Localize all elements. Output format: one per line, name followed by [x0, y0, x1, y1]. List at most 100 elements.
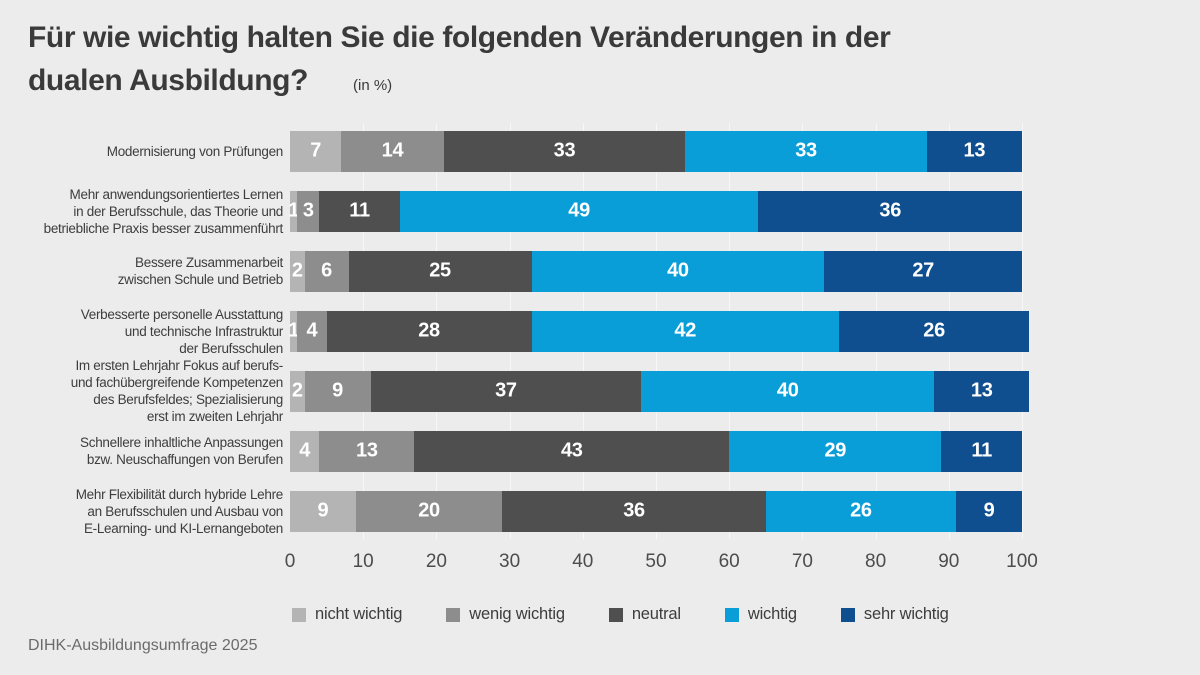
category-label: Schnellere inhaltliche Anpassungen bzw. … [80, 435, 283, 467]
legend-swatch-icon [608, 607, 623, 622]
bar-segment-nicht-wichtig: 2 [290, 250, 305, 292]
x-tick-label: 90 [938, 551, 960, 572]
bar-value: 49 [568, 199, 590, 222]
bar-value: 40 [667, 259, 689, 282]
bar-segment-wenig-wichtig: 9 [304, 370, 371, 412]
bar-segment-wenig-wichtig: 6 [304, 250, 349, 292]
bar-value: 29 [824, 439, 847, 462]
chart-row: Modernisierung von Prüfungen 7 14 33 33 13 [28, 121, 1029, 181]
legend-label: nicht wichtig [315, 605, 403, 623]
bar-value: 1 [288, 319, 300, 342]
bar-segment-nicht-wichtig: 9 [290, 490, 356, 532]
legend-item-sehr-wichtig: sehr wichtig [840, 605, 949, 624]
chart-row: Im ersten Lehrjahr Fokus auf berufs- und… [28, 358, 1030, 424]
legend-item-nicht-wichtig: nicht wichtig [292, 605, 402, 624]
bar-segment-wenig-wichtig: 20 [355, 490, 503, 532]
bar-value: 9 [317, 499, 329, 522]
bar-value: 13 [963, 139, 986, 162]
legend-label: wichtig [747, 605, 797, 623]
bar-value: 2 [291, 259, 303, 282]
bar-segment-wichtig: 29 [729, 430, 942, 472]
chart-row: Verbesserte personelle Ausstattung und t… [28, 301, 1030, 361]
bar-value: 7 [310, 139, 322, 162]
bar-segment-nicht-wichtig: 4 [290, 430, 320, 472]
bar-segment-nicht-wichtig: 1 [288, 190, 300, 232]
legend-swatch-icon [292, 607, 306, 622]
bar-segment-nicht-wichtig: 2 [290, 370, 305, 412]
legend-swatch-icon [724, 607, 739, 622]
bar-value: 36 [879, 199, 902, 222]
bar-segment-neutral: 36 [502, 490, 766, 532]
bar-segment-wichtig: 42 [531, 310, 839, 352]
bar-value: 28 [418, 319, 440, 342]
bar-value: 25 [429, 259, 451, 282]
bar-value: 36 [623, 499, 645, 522]
legend-item-wichtig: wichtig [724, 605, 797, 624]
x-axis: 0 10 20 30 40 50 60 70 80 90 100 [285, 551, 1038, 577]
legend-item-neutral: neutral [608, 605, 681, 624]
chart-row: Mehr Flexibilität durch hybride Lehre an… [28, 481, 1029, 541]
bar-segment-neutral: 33 [443, 130, 686, 172]
bar-segment-wenig-wichtig: 14 [341, 130, 444, 172]
bar-segment-neutral: 43 [414, 430, 730, 472]
stacked-bar: 4 13 43 29 11 [290, 430, 1022, 472]
legend: nicht wichtig wenig wichtig neutral wich… [292, 605, 949, 624]
bar-value: 13 [356, 439, 378, 462]
bar-segment-neutral: 25 [348, 250, 532, 292]
bar-segment-sehr-wichtig: 26 [838, 310, 1030, 352]
bar-segment-wichtig: 33 [685, 130, 927, 172]
bar-value: 33 [795, 139, 817, 162]
bar-value: 42 [674, 319, 697, 342]
bar-value: 37 [495, 379, 517, 402]
x-tick-label: 60 [718, 551, 740, 572]
chart-row: Mehr anwendungsorientiertes Lernen in de… [28, 181, 1029, 241]
x-tick-label: 40 [572, 551, 594, 572]
bar-segment-sehr-wichtig: 11 [941, 430, 1022, 472]
category-label: Mehr Flexibilität durch hybride Lehre an… [75, 486, 284, 536]
category-label: Im ersten Lehrjahr Fokus auf berufs- und… [70, 358, 284, 424]
stacked-bar: 7 14 33 33 13 [290, 130, 1022, 172]
bar-value: 2 [291, 379, 303, 402]
bar-segment-sehr-wichtig: 13 [934, 370, 1030, 412]
legend-item-wenig-wichtig: wenig wichtig [446, 605, 565, 624]
x-tick-label: 50 [645, 551, 667, 572]
x-tick-label: 10 [352, 551, 374, 572]
bar-value: 26 [923, 319, 945, 342]
chart-title-line1: Für wie wichtig halten Sie die folgenden… [28, 21, 891, 54]
bar-segment-sehr-wichtig: 27 [824, 250, 1022, 292]
bar-value: 20 [418, 499, 440, 522]
category-label: Bessere Zusammenarbeit zwischen Schule u… [117, 255, 284, 287]
x-tick-label: 0 [284, 551, 296, 572]
bar-value: 40 [776, 379, 799, 402]
bar-rows: Modernisierung von Prüfungen 7 14 33 33 13 M… [28, 121, 1030, 541]
stacked-bar: 1 4 28 42 26 [288, 310, 1030, 352]
bar-segment-neutral: 11 [319, 190, 400, 232]
bar-segment-sehr-wichtig: 9 [956, 490, 1022, 532]
bar-segment-wichtig: 40 [531, 250, 825, 292]
bar-value: 13 [970, 379, 993, 402]
bar-segment-neutral: 28 [326, 310, 532, 352]
bar-value: 27 [912, 259, 934, 282]
source-note: DIHK-Ausbildungsumfrage 2025 [28, 637, 258, 654]
chart-title-line2: dualen Ausbildung? [28, 64, 308, 97]
x-tick-label: 20 [425, 551, 447, 572]
category-label: Modernisierung von Prüfungen [106, 143, 284, 159]
legend-swatch-icon [446, 607, 461, 622]
chart-title: Für wie wichtig halten Sie die folgenden… [28, 16, 891, 107]
x-tick-label: 100 [1006, 551, 1038, 572]
x-tick-label: 30 [499, 551, 521, 572]
category-label: Verbesserte personelle Ausstattung und t… [80, 306, 284, 356]
bar-value: 1 [288, 199, 300, 222]
category-label: Mehr anwendungsorientiertes Lernen in de… [43, 186, 284, 236]
bar-value: 4 [299, 439, 311, 462]
bar-segment-nicht-wichtig: 1 [288, 310, 300, 352]
bar-value: 3 [302, 199, 314, 222]
unit-note: (in %) [353, 77, 393, 94]
bar-value: 11 [349, 199, 370, 222]
bar-value: 26 [850, 499, 872, 522]
bar-segment-wichtig: 49 [399, 190, 759, 232]
bar-value: 11 [971, 439, 992, 462]
bar-value: 14 [381, 139, 404, 162]
bar-segment-wichtig: 40 [641, 370, 935, 412]
